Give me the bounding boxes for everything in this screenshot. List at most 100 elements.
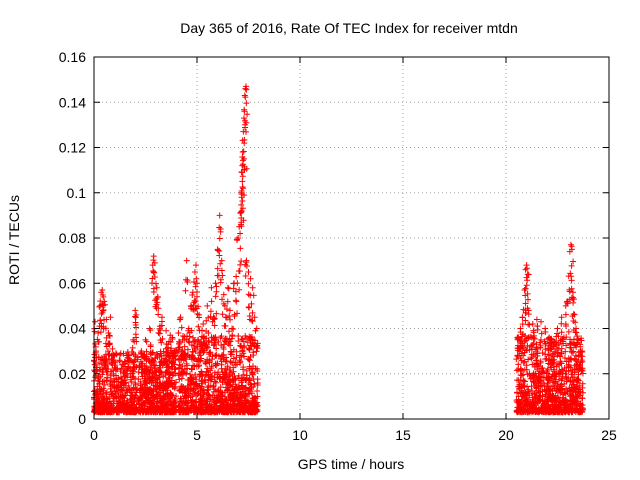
data-point <box>129 398 136 405</box>
data-point <box>240 161 247 168</box>
data-point <box>522 317 529 324</box>
data-point <box>103 316 110 323</box>
data-point <box>223 354 230 361</box>
data-point <box>206 358 213 365</box>
data-point <box>254 393 261 400</box>
data-point <box>183 370 190 377</box>
data-point <box>251 337 258 344</box>
data-point <box>208 298 215 305</box>
data-point <box>248 384 255 391</box>
data-point <box>568 408 575 415</box>
data-point <box>174 349 181 356</box>
data-point <box>204 365 211 372</box>
data-point <box>101 298 108 305</box>
data-point <box>194 343 201 350</box>
data-point <box>100 406 107 413</box>
data-point <box>157 399 164 406</box>
data-point <box>522 285 529 292</box>
data-point <box>219 369 226 376</box>
data-point <box>177 408 184 415</box>
data-point <box>96 303 103 310</box>
data-point <box>213 288 220 295</box>
data-point <box>208 284 215 291</box>
data-point <box>162 402 169 409</box>
data-point <box>245 390 252 397</box>
data-point <box>129 366 136 373</box>
data-point <box>104 374 111 381</box>
axis-ticks <box>93 56 610 420</box>
data-point <box>526 334 533 341</box>
data-point <box>181 343 188 350</box>
data-point <box>163 368 170 375</box>
data-point <box>238 353 245 360</box>
data-point <box>157 369 164 376</box>
data-point <box>99 390 106 397</box>
data-point <box>113 404 120 411</box>
data-point <box>212 280 219 287</box>
data-point <box>103 399 110 406</box>
data-point <box>548 364 555 371</box>
data-point <box>513 398 520 405</box>
data-point <box>155 311 162 318</box>
data-point <box>238 258 245 265</box>
data-point <box>146 385 153 392</box>
data-point <box>240 155 247 162</box>
data-point <box>172 370 179 377</box>
data-point <box>219 392 226 399</box>
data-point <box>138 351 145 358</box>
data-point <box>523 362 530 369</box>
data-point <box>530 329 537 336</box>
data-point <box>562 348 569 355</box>
data-point <box>144 385 151 392</box>
data-point <box>254 376 261 383</box>
y-axis-title: ROTI / TECUs <box>6 195 22 285</box>
data-point <box>245 398 252 405</box>
data-point <box>216 403 223 410</box>
data-point <box>520 359 527 366</box>
data-point <box>245 268 252 275</box>
x-tick-label: 10 <box>292 427 308 443</box>
data-point <box>549 407 556 414</box>
data-point <box>178 369 185 376</box>
data-point <box>201 389 208 396</box>
data-point <box>122 392 129 399</box>
data-point <box>149 374 156 381</box>
data-point <box>532 401 539 408</box>
data-point <box>240 115 247 122</box>
data-point <box>211 401 218 408</box>
data-point <box>235 375 242 382</box>
data-point <box>239 347 246 354</box>
data-point <box>127 356 134 363</box>
data-point <box>106 355 113 362</box>
data-point <box>170 353 177 360</box>
data-point <box>223 339 230 346</box>
data-point <box>242 385 249 392</box>
data-point <box>107 381 114 388</box>
data-point <box>210 334 217 341</box>
data-point <box>214 265 221 272</box>
data-point <box>246 333 253 340</box>
data-point <box>517 339 524 346</box>
data-point <box>199 345 206 352</box>
data-point <box>192 347 199 354</box>
data-point <box>211 322 218 329</box>
data-point <box>204 403 211 410</box>
data-point <box>570 385 577 392</box>
data-point <box>130 368 137 375</box>
data-point <box>191 268 198 275</box>
data-point <box>142 408 149 415</box>
data-point <box>239 173 246 180</box>
data-point <box>513 356 520 363</box>
data-point <box>147 395 154 402</box>
data-point <box>175 403 182 410</box>
data-point <box>578 349 585 356</box>
data-point <box>565 404 572 411</box>
data-point <box>210 342 217 349</box>
x-axis-tick-labels: 0 5 10 15 20 25 <box>90 427 617 443</box>
data-point <box>193 398 200 405</box>
data-point <box>558 314 565 321</box>
data-point <box>562 321 569 328</box>
data-point <box>534 352 541 359</box>
data-point <box>150 257 157 264</box>
data-point <box>519 331 526 338</box>
